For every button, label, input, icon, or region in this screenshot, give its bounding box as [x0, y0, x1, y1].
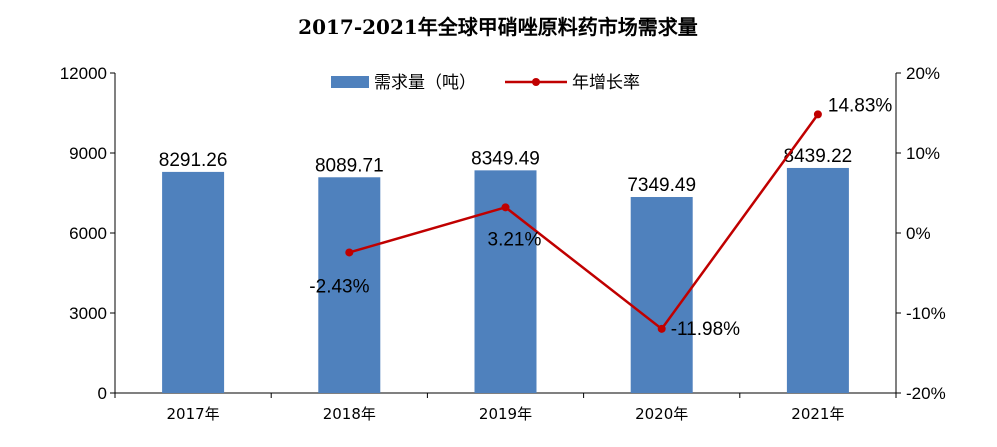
legend-label-bar: 需求量（吨） — [374, 73, 476, 93]
bar-labels: 8291.26 8089.71 8349.49 7349.49 8439.22 — [159, 146, 852, 196]
line-value-label: -2.43% — [309, 276, 369, 297]
bar-value-label: 7349.49 — [627, 175, 696, 196]
left-tick-label: 0 — [98, 384, 107, 403]
bar — [786, 167, 849, 393]
legend: 需求量（吨） 年增长率 — [331, 73, 640, 93]
legend-label-line: 年增长率 — [572, 73, 640, 93]
category-label: 2017年 — [167, 405, 220, 423]
line-series — [345, 110, 822, 333]
bar-value-label: 8349.49 — [471, 148, 540, 169]
right-tick-label: 0% — [906, 224, 931, 243]
bar-value-label: 8089.71 — [315, 155, 384, 176]
left-tick-label: 6000 — [69, 224, 107, 243]
bar-series — [162, 167, 849, 393]
left-tick-label: 9000 — [69, 144, 107, 163]
right-tick-label: -10% — [906, 304, 946, 323]
line-point — [813, 110, 822, 119]
bar-value-label: 8291.26 — [159, 150, 228, 171]
line-value-label: 3.21% — [488, 229, 542, 250]
legend-swatch-bar — [331, 76, 369, 88]
line-point — [345, 248, 354, 257]
line-point — [501, 203, 510, 212]
bar — [318, 177, 381, 393]
category-label: 2019年 — [479, 405, 532, 423]
right-tick-label: 10% — [906, 144, 940, 163]
chart-title: 2017-2021年全球甲硝唑原料药市场需求量 — [298, 15, 698, 39]
category-labels: 2017年 2018年 2019年 2020年 2021年 — [114, 393, 897, 423]
left-tick-label: 12000 — [60, 64, 107, 83]
bar-value-label: 8439.22 — [784, 146, 853, 167]
right-axis-ticks: -20% -10% 0% 10% 20% — [896, 64, 946, 403]
line-labels: -2.43% 3.21% -11.98% 14.83% — [309, 95, 892, 339]
left-axis-ticks: 0 3000 6000 9000 12000 — [60, 64, 115, 403]
left-tick-label: 3000 — [69, 304, 107, 323]
category-label: 2020年 — [635, 405, 688, 423]
category-label: 2021年 — [791, 405, 844, 423]
line-value-label: -11.98% — [671, 319, 740, 340]
line-value-label: 14.83% — [828, 95, 893, 116]
category-label: 2018年 — [323, 405, 376, 423]
bar — [630, 197, 693, 393]
legend-swatch-marker — [532, 78, 540, 86]
right-tick-label: -20% — [906, 384, 946, 403]
bar — [162, 171, 225, 393]
growth-line — [348, 113, 819, 331]
right-tick-label: 20% — [906, 64, 940, 83]
line-point — [657, 324, 666, 333]
